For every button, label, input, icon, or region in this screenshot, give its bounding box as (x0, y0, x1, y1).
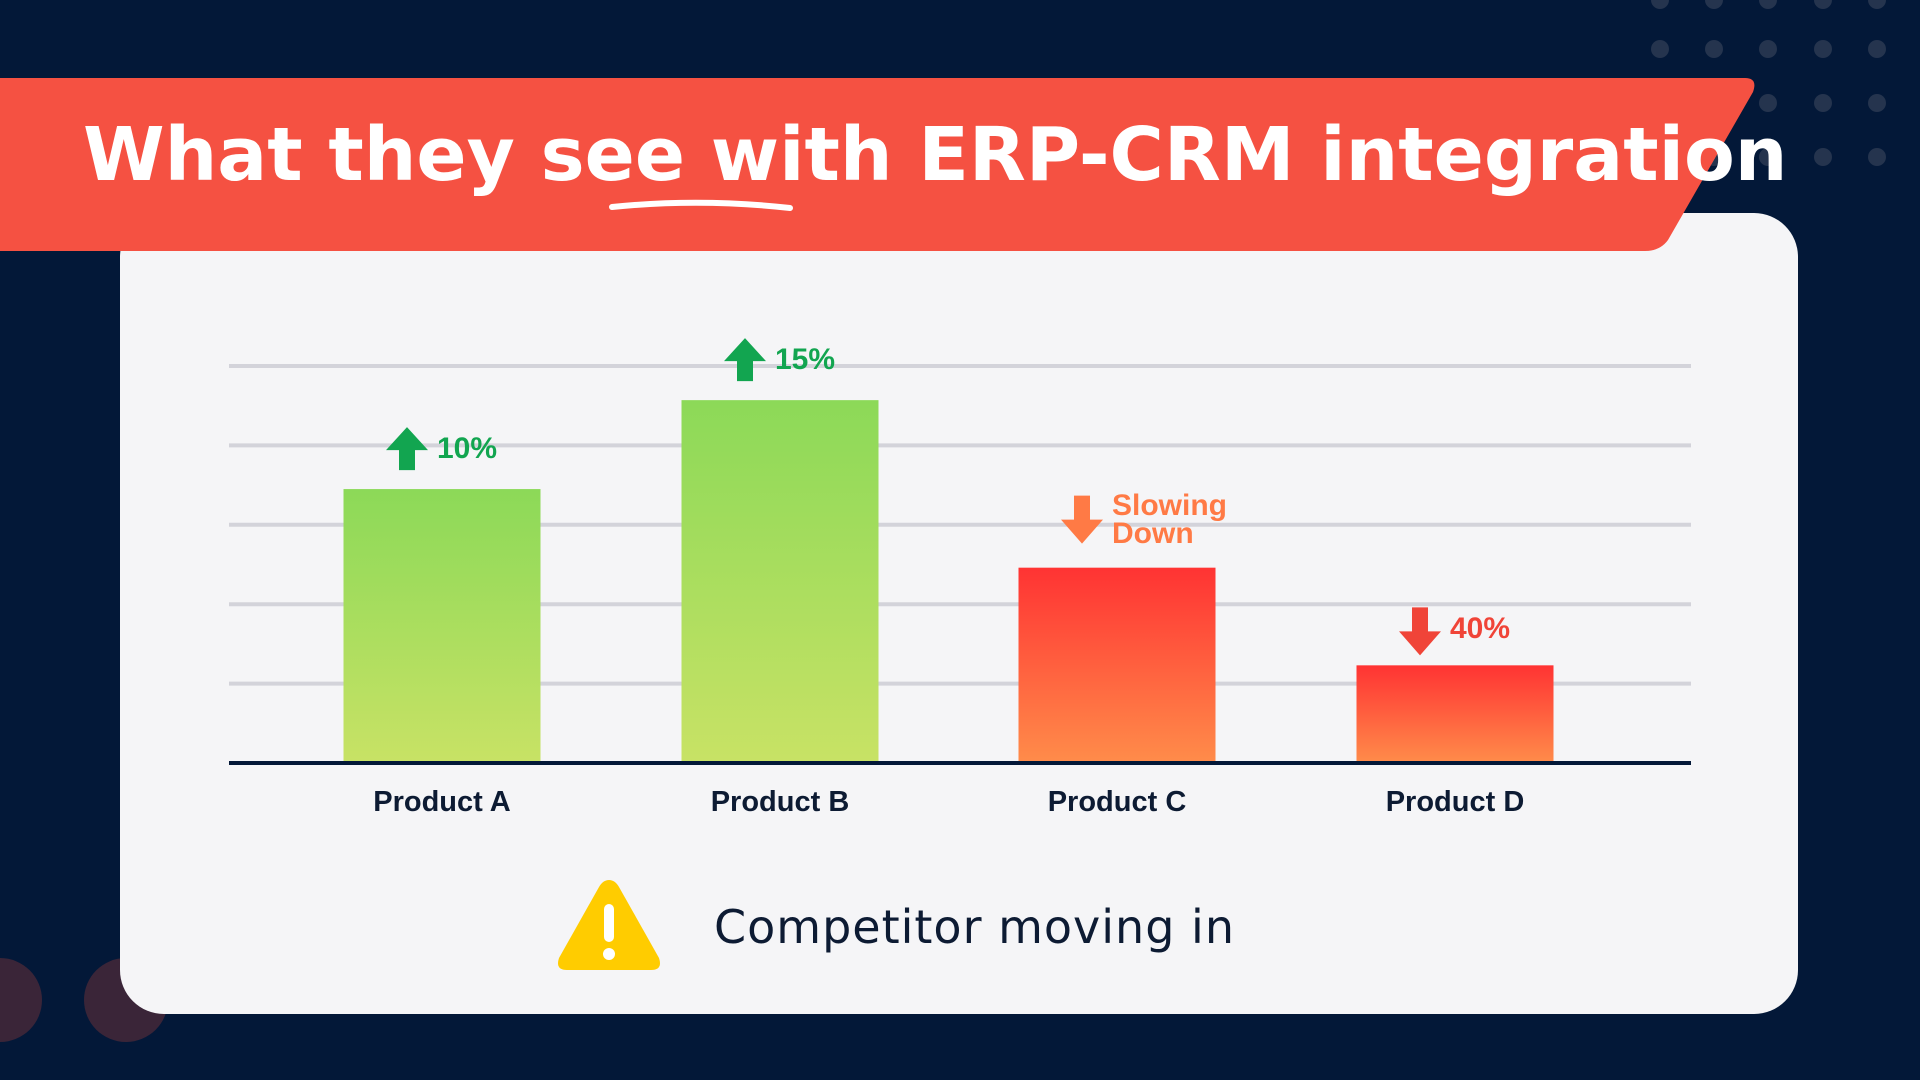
dot (1705, 40, 1723, 58)
bar-annotation: 10% (437, 432, 498, 466)
bar-product-c (1018, 567, 1216, 763)
dot (1868, 0, 1886, 9)
dot (1814, 40, 1832, 58)
arrow-down-icon (1061, 495, 1103, 544)
warning-icon (558, 880, 660, 970)
x-tick-label: Product B (710, 786, 850, 818)
dot (1868, 40, 1886, 58)
dot (1868, 94, 1886, 112)
dot (1759, 148, 1777, 166)
arrow-up-icon (386, 427, 428, 471)
dot (1651, 40, 1669, 58)
x-tick-label: Product A (373, 786, 511, 818)
dot (1814, 0, 1832, 9)
bar-product-d (1356, 665, 1554, 763)
title-banner (0, 78, 1755, 251)
dot (1814, 148, 1832, 166)
page-title: What they see with ERP-CRM integration (83, 112, 1788, 198)
dot (1814, 94, 1832, 112)
dot (1705, 0, 1723, 9)
x-tick-label: Product D (1385, 786, 1525, 818)
dot (1651, 0, 1669, 9)
title-underline (609, 199, 793, 211)
arrow-up-icon (724, 338, 766, 382)
x-tick-label: Product C (1047, 786, 1187, 818)
bar-annotation: Slowing Down (1112, 488, 1227, 550)
bar-annotation: 40% (1450, 612, 1511, 646)
dot (1759, 0, 1777, 9)
arrow-down-icon (1399, 607, 1441, 656)
bar-annotation: 15% (775, 343, 836, 377)
bar-product-a (343, 489, 541, 763)
dot (1759, 40, 1777, 58)
dot (1868, 148, 1886, 166)
bar-product-b (681, 400, 879, 763)
dot (1759, 94, 1777, 112)
footer-text: Competitor moving in (714, 900, 1235, 954)
